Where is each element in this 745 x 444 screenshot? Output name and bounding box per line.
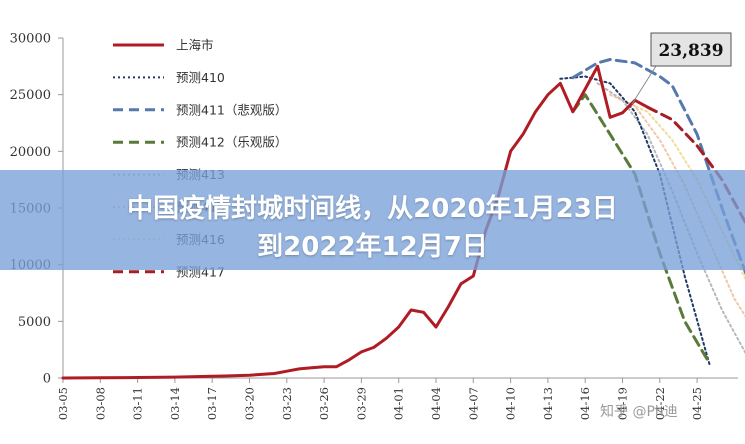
x-tick-label: 04-04	[429, 387, 443, 420]
x-tick-label: 03-11	[131, 387, 145, 420]
x-tick-label: 04-10	[504, 387, 518, 420]
x-tick-label: 03-20	[243, 387, 257, 420]
x-tick-label: 03-14	[168, 387, 182, 420]
y-tick-label: 0	[43, 372, 51, 387]
x-tick-label: 03-05	[56, 387, 70, 420]
x-tick-label: 04-19	[616, 387, 630, 420]
y-tick-label: 25000	[10, 88, 51, 103]
watermark-text: 知乎 @Ph迪	[600, 403, 678, 420]
banner-title-line-1: 中国疫情封城时间线，从2020年1月23日	[127, 194, 618, 224]
y-tick-label: 20000	[10, 145, 51, 160]
callout-box	[650, 32, 732, 67]
title-banner: 中国疫情封城时间线，从2020年1月23日 到2022年12月7日	[0, 170, 745, 270]
x-tick-label: 04-16	[578, 387, 592, 420]
x-tick-label: 03-29	[354, 387, 368, 420]
legend-label: 上海市	[176, 38, 214, 53]
callout-leader	[631, 65, 657, 105]
x-tick-label: 04-13	[541, 387, 555, 420]
x-tick-label: 04-22	[653, 387, 667, 420]
legend-label: 预测412（乐观版）	[176, 135, 287, 150]
callout: 23,839	[631, 32, 732, 105]
x-tick-label: 04-01	[392, 387, 406, 420]
y-tick-label: 30000	[10, 32, 51, 47]
banner-title-line-2: 到2022年12月7日	[257, 232, 488, 262]
x-tick-label: 03-23	[280, 387, 294, 420]
y-tick-label: 5000	[18, 315, 51, 330]
series-line-0	[61, 64, 649, 380]
x-tick-label: 03-08	[93, 387, 107, 420]
legend-label: 预测411（悲观版）	[176, 102, 287, 117]
legend-label: 预测410	[176, 70, 225, 85]
x-tick-label: 03-17	[205, 387, 219, 420]
series-line-1	[559, 75, 711, 366]
x-tick-label: 04-25	[690, 387, 704, 420]
callout-label: 23,839	[658, 41, 723, 61]
x-tick-label: 03-26	[317, 387, 331, 420]
x-tick-label: 04-07	[466, 387, 480, 420]
